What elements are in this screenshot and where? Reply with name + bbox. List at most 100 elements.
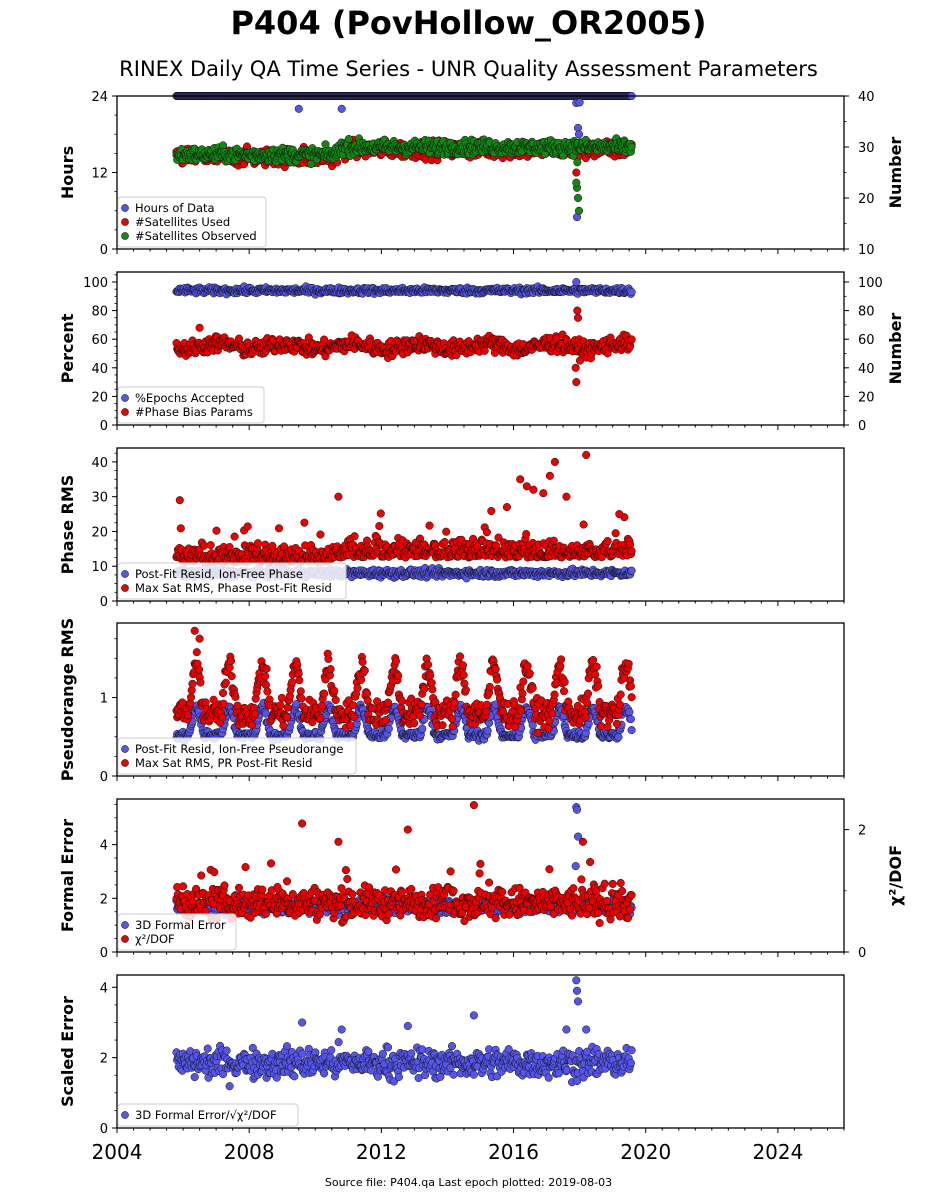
- data-point: [253, 539, 262, 548]
- data-point: [572, 178, 581, 187]
- data-point: [573, 306, 582, 315]
- data-point: [274, 524, 284, 533]
- legend-label: #Satellites Used: [135, 215, 230, 229]
- x-ticks: [116, 601, 845, 606]
- data-point: [175, 496, 184, 505]
- legend-label: Hours of Data: [135, 201, 215, 215]
- data-point: [573, 313, 583, 322]
- y-tick-label: 0: [100, 419, 108, 434]
- data-point: [574, 206, 584, 215]
- data-point: [575, 98, 584, 107]
- data-point: [320, 335, 329, 344]
- y-tick-label: 20: [91, 525, 108, 540]
- data-point: [522, 530, 531, 539]
- legend-marker: [121, 218, 129, 226]
- data-point: [344, 134, 353, 144]
- y-tick-label: 24: [91, 90, 108, 105]
- data-point: [316, 530, 325, 539]
- data-point: [280, 542, 289, 551]
- data-points: [172, 450, 636, 583]
- y-tick-label: 30: [91, 491, 108, 506]
- data-point: [562, 492, 571, 501]
- data-point: [627, 335, 636, 344]
- data-point: [574, 130, 584, 139]
- legend-marker: [121, 584, 129, 592]
- legend-label: Max Sat RMS, Phase Post-Fit Resid: [135, 581, 332, 595]
- data-point: [545, 471, 554, 480]
- data-point: [573, 193, 583, 203]
- data-point: [480, 346, 489, 355]
- series-blue: [172, 698, 636, 746]
- y2-axis-label: Number: [886, 313, 905, 385]
- y-tick-label: 80: [91, 305, 108, 320]
- data-point: [572, 168, 581, 177]
- legend-box: [117, 196, 267, 248]
- data-point: [573, 158, 582, 167]
- legend-marker: [121, 394, 129, 402]
- chart-title: P404 (PovHollow_OR2005): [230, 4, 707, 42]
- legend-label: #Satellites Observed: [135, 229, 257, 243]
- y-tick-label: 40: [91, 456, 108, 471]
- data-point: [516, 475, 525, 484]
- y-tick-label: 12: [91, 167, 108, 182]
- legend-marker: [121, 570, 129, 578]
- data-point: [627, 142, 636, 151]
- y2-tick-label: 30: [858, 141, 875, 156]
- y2-tick-label: 20: [858, 192, 875, 207]
- legend: %Epochs Accepted#Phase Bias Params: [117, 386, 265, 424]
- data-point: [549, 536, 558, 545]
- data-point: [627, 566, 636, 575]
- data-point: [212, 526, 221, 535]
- data-points: [172, 277, 636, 387]
- data-point: [603, 537, 612, 546]
- data-point: [529, 485, 538, 494]
- legend-marker: [121, 232, 129, 240]
- y2-tick-label: 10: [858, 243, 875, 258]
- data-point: [300, 518, 309, 527]
- legend-label: Post-Fit Resid, Ion-Free Phase: [135, 567, 303, 581]
- data-point: [572, 277, 581, 287]
- legend-box: [117, 562, 347, 600]
- y2-tick-label: 60: [858, 333, 875, 348]
- data-point: [627, 287, 636, 297]
- legend-label: #Phase Bias Params: [135, 405, 253, 419]
- y2-tick-label: 40: [858, 90, 875, 105]
- chart-subtitle: RINEX Daily QA Time Series - UNR Quality…: [119, 57, 818, 81]
- legend: Hours of Data#Satellites Used#Satellites…: [117, 196, 267, 248]
- series-blue: [172, 277, 636, 299]
- data-point: [550, 457, 559, 466]
- y2-tick-label: 100: [858, 276, 883, 291]
- legend-label: %Epochs Accepted: [135, 391, 244, 405]
- data-point: [494, 533, 503, 542]
- data-point: [350, 532, 359, 541]
- data-point: [243, 522, 252, 531]
- data-point: [572, 378, 581, 387]
- y-axis-label: Percent: [58, 313, 77, 383]
- series-red: [172, 450, 636, 567]
- data-point: [571, 363, 580, 372]
- data-point: [230, 532, 239, 541]
- data-point: [195, 323, 204, 332]
- y-axis-label: Phase RMS: [58, 475, 77, 575]
- data-point: [582, 450, 591, 460]
- data-point: [376, 509, 385, 518]
- data-point: [425, 521, 434, 530]
- legend-marker: [121, 408, 129, 416]
- data-point: [487, 506, 496, 516]
- y2-tick-label: 80: [858, 305, 875, 320]
- y-tick-label: 40: [91, 362, 108, 377]
- x-ticks: [116, 249, 845, 254]
- data-point: [218, 141, 228, 150]
- data-point: [502, 503, 511, 512]
- y-tick-label: 60: [91, 333, 108, 348]
- y-tick-label: 10: [91, 560, 108, 575]
- data-points: [172, 626, 636, 746]
- y-tick-label: 100: [83, 276, 108, 291]
- data-point: [452, 351, 461, 360]
- data-point: [611, 529, 620, 538]
- data-point: [615, 510, 624, 519]
- data-point: [294, 104, 303, 113]
